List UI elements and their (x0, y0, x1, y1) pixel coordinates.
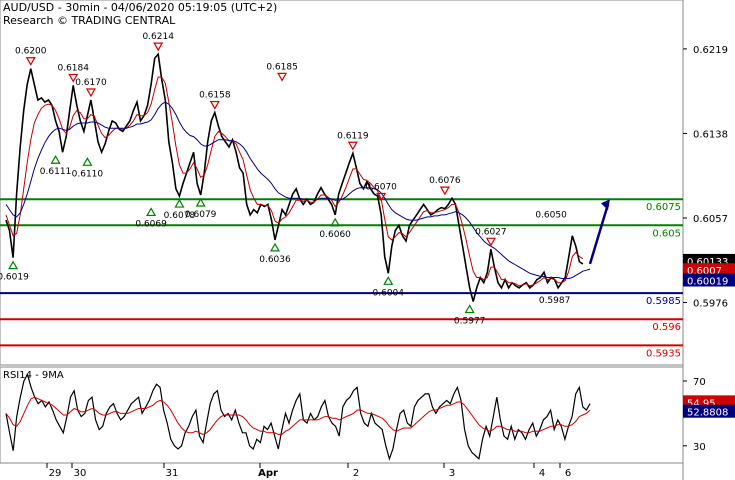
price-series (5, 52, 591, 302)
forecast-arrow-shaft (588, 203, 610, 265)
level-label: 0.6075 (646, 202, 681, 213)
low-label: 0.6069 (135, 219, 167, 229)
price-annotations: 0.6200 0.6184 0.6170 0.6214 0.6158 0.6185 0.61… (0, 32, 570, 326)
series-fast-ma (5, 76, 584, 287)
low-label: 0.6111 (40, 167, 72, 177)
chart-source: Research © TRADING CENTRAL (3, 14, 176, 27)
high-label: 0.6119 (337, 131, 369, 141)
rsi-line (5, 372, 591, 461)
high-label: 0.6184 (57, 63, 89, 73)
high-label: 0.6076 (429, 176, 461, 186)
time-tick-label: 3 (449, 468, 455, 479)
price-box-label: 0.60019 (687, 276, 728, 287)
low-marker (8, 260, 19, 270)
high-marker (347, 141, 358, 151)
rsi-tick-label: 70 (693, 377, 706, 388)
price-box-2 (683, 273, 735, 287)
low-label: 0.6036 (259, 255, 291, 265)
high-marker (68, 73, 79, 83)
high-marker (439, 186, 450, 196)
low-marker (195, 197, 206, 207)
chart-title: AUD/USD - 30min - 04/06/2020 05:19:05 (U… (3, 1, 278, 14)
high-label: 0.6170 (75, 78, 107, 88)
price-box-1 (683, 263, 735, 277)
price-axis: 0.6219 0.6138 0.6057 0.5976 (683, 45, 728, 310)
low-marker (146, 207, 157, 217)
series-price (5, 52, 584, 302)
time-axis: 29 30 31 Apr 2 3 4 6 (46, 463, 571, 479)
level-label: 0.5935 (646, 348, 681, 359)
high-label: 0.6200 (15, 47, 47, 57)
price-box-label: 0.6007 (687, 266, 722, 277)
level-label: 0.605 (652, 228, 681, 239)
time-tick-label: 2 (353, 468, 359, 479)
rsi-value-box-1 (683, 404, 735, 418)
low-marker (383, 276, 394, 285)
low-label: 0.6060 (319, 230, 351, 240)
rsi-value-label: 54.95 (687, 398, 716, 409)
low-marker (50, 155, 61, 164)
time-tick-label: 4 (539, 468, 545, 479)
level-label: 0.596 (652, 322, 681, 333)
low-marker (174, 198, 185, 208)
level-note: 0.6050 (535, 210, 567, 220)
high-label: 0.6070 (365, 182, 397, 192)
time-tick-label: 31 (166, 468, 179, 479)
high-label: 0.6185 (266, 62, 298, 72)
low-label: 0.6110 (72, 169, 104, 179)
time-tick-label: 29 (49, 468, 62, 479)
rsi-series (5, 372, 591, 461)
high-marker (209, 100, 220, 110)
level-label: 0.5985 (646, 296, 681, 307)
high-marker (277, 72, 288, 82)
low-label: 0.5977 (454, 317, 486, 327)
rsi-tick-label: 30 (693, 442, 706, 453)
low-marker (82, 157, 93, 166)
high-marker (153, 42, 164, 52)
low-marker (269, 242, 281, 252)
level-note: 0.5987 (539, 296, 571, 306)
forecast-arrow (588, 199, 610, 265)
high-label: 0.6158 (199, 91, 231, 101)
low-label: 0.6079 (185, 210, 217, 220)
low-marker (464, 304, 475, 314)
low-label: 0.6078 (164, 211, 196, 221)
low-label: 0.6004 (373, 288, 405, 298)
price-tick-label: 0.6219 (693, 45, 728, 56)
rsi-ma-line (5, 396, 591, 435)
main-panel-frame (0, 0, 684, 366)
level-lines: 0.6075 0.605 0.5985 0.596 0.5935 (0, 198, 683, 359)
high-marker (376, 192, 387, 202)
high-label: 0.6027 (475, 227, 507, 237)
price-tick-label: 0.5976 (693, 299, 728, 310)
low-marker (330, 217, 341, 227)
low-label: 0.6019 (0, 273, 29, 283)
time-tick-label: Apr (258, 468, 278, 479)
rsi-title: RSI14 - 9MA (3, 370, 64, 381)
price-box-label: 0.60133 (687, 257, 728, 268)
time-tick-label: 6 (565, 468, 571, 479)
time-tick-label: 30 (74, 468, 87, 479)
high-marker (25, 57, 36, 66)
high-marker (85, 88, 96, 98)
rsi-value-label: 52.8808 (687, 408, 728, 419)
series-slow-ma (5, 101, 591, 279)
price-tick-label: 0.6138 (693, 129, 728, 140)
high-label: 0.6214 (142, 32, 174, 42)
forecast-arrow-head (601, 199, 610, 211)
high-marker (485, 237, 496, 247)
price-tick-label: 0.6057 (693, 214, 728, 225)
